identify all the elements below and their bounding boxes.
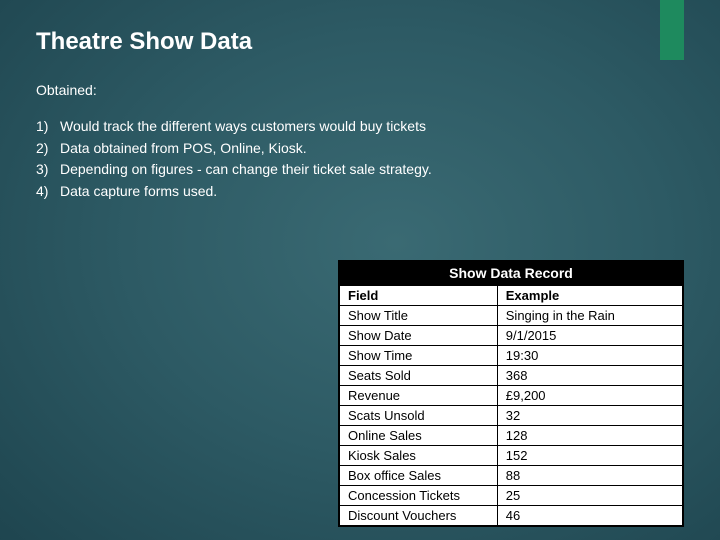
list-text: Data capture forms used. xyxy=(60,181,684,203)
cell-example: 25 xyxy=(497,486,682,506)
cell-example: £9,200 xyxy=(497,386,682,406)
cell-example: 88 xyxy=(497,466,682,486)
list-text: Data obtained from POS, Online, Kiosk. xyxy=(60,138,684,160)
table-header-row: Field Example xyxy=(340,286,683,306)
cell-example: Singing in the Rain xyxy=(497,306,682,326)
numbered-list: 1) Would track the different ways custom… xyxy=(36,116,684,203)
slide-subtitle: Obtained: xyxy=(36,82,684,98)
list-number: 3) xyxy=(36,159,60,181)
table-row: Scats Unsold 32 xyxy=(340,406,683,426)
list-number: 2) xyxy=(36,138,60,160)
data-table: Field Example Show Title Singing in the … xyxy=(339,285,683,526)
cell-field: Kiosk Sales xyxy=(340,446,498,466)
cell-field: Online Sales xyxy=(340,426,498,446)
table-row: Show Date 9/1/2015 xyxy=(340,326,683,346)
table-row: Seats Sold 368 xyxy=(340,366,683,386)
table-row: Online Sales 128 xyxy=(340,426,683,446)
cell-example: 152 xyxy=(497,446,682,466)
cell-field: Discount Vouchers xyxy=(340,506,498,526)
table-row: Concession Tickets 25 xyxy=(340,486,683,506)
list-number: 4) xyxy=(36,181,60,203)
cell-field: Revenue xyxy=(340,386,498,406)
column-header-example: Example xyxy=(497,286,682,306)
cell-example: 368 xyxy=(497,366,682,386)
cell-field: Show Date xyxy=(340,326,498,346)
list-text: Depending on figures - can change their … xyxy=(60,159,684,181)
cell-field: Scats Unsold xyxy=(340,406,498,426)
table-row: Kiosk Sales 152 xyxy=(340,446,683,466)
cell-example: 19:30 xyxy=(497,346,682,366)
list-item: 3) Depending on figures - can change the… xyxy=(36,159,684,181)
cell-field: Seats Sold xyxy=(340,366,498,386)
cell-field: Box office Sales xyxy=(340,466,498,486)
table-row: Show Title Singing in the Rain xyxy=(340,306,683,326)
cell-example: 32 xyxy=(497,406,682,426)
list-number: 1) xyxy=(36,116,60,138)
list-item: 2) Data obtained from POS, Online, Kiosk… xyxy=(36,138,684,160)
cell-example: 46 xyxy=(497,506,682,526)
cell-example: 128 xyxy=(497,426,682,446)
table-title: Show Data Record xyxy=(339,261,683,285)
table-row: Show Time 19:30 xyxy=(340,346,683,366)
slide-title: Theatre Show Data xyxy=(36,28,684,56)
list-item: 4) Data capture forms used. xyxy=(36,181,684,203)
cell-field: Show Time xyxy=(340,346,498,366)
list-text: Would track the different ways customers… xyxy=(60,116,684,138)
cell-field: Show Title xyxy=(340,306,498,326)
table-row: Discount Vouchers 46 xyxy=(340,506,683,526)
slide-content: Theatre Show Data Obtained: 1) Would tra… xyxy=(36,28,684,203)
column-header-field: Field xyxy=(340,286,498,306)
table-row: Revenue £9,200 xyxy=(340,386,683,406)
list-item: 1) Would track the different ways custom… xyxy=(36,116,684,138)
cell-field: Concession Tickets xyxy=(340,486,498,506)
data-table-container: Show Data Record Field Example Show Titl… xyxy=(338,260,684,527)
cell-example: 9/1/2015 xyxy=(497,326,682,346)
table-row: Box office Sales 88 xyxy=(340,466,683,486)
